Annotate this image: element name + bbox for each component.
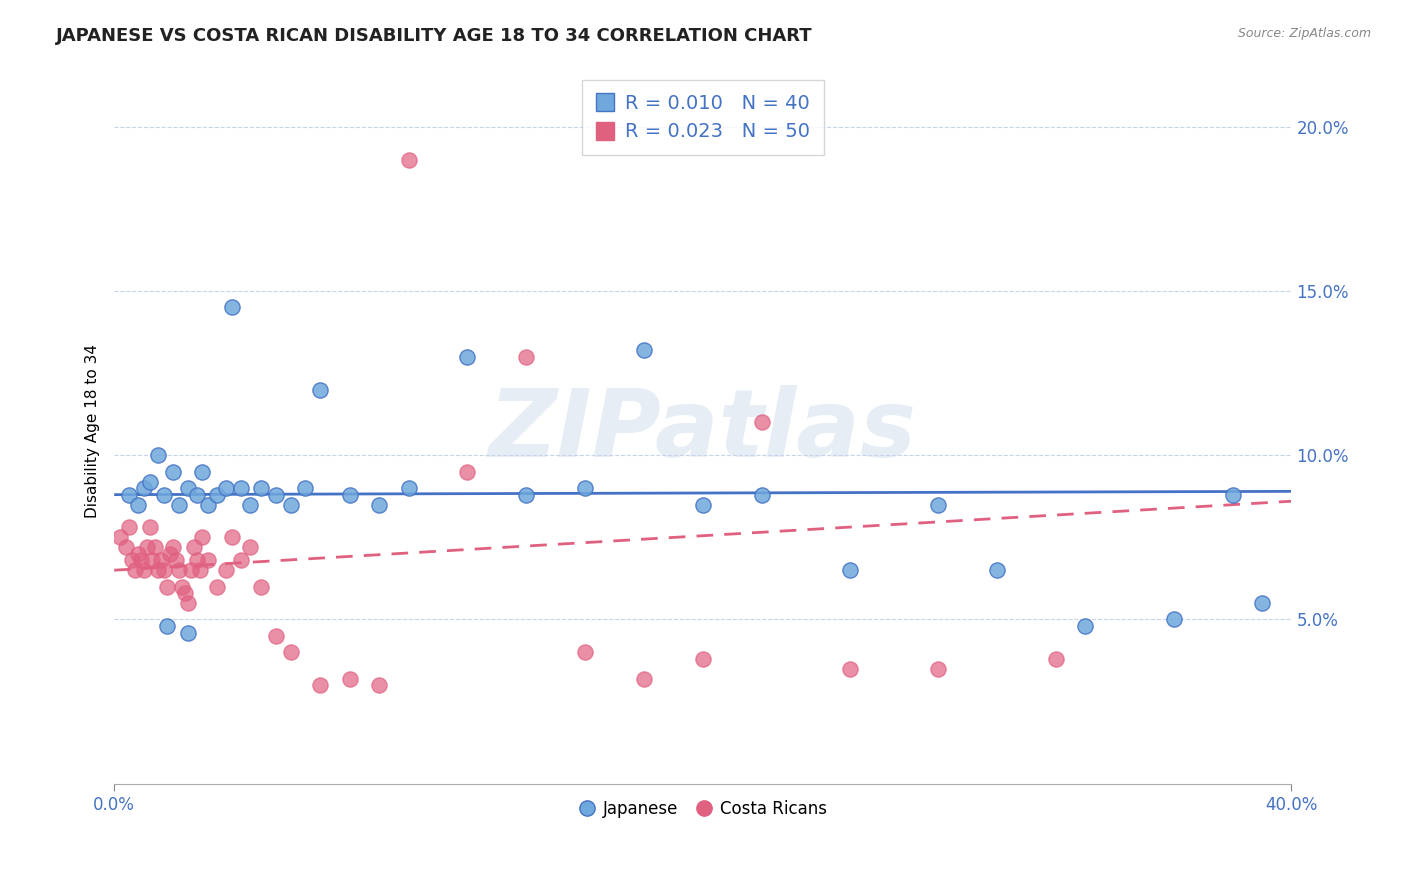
- Point: [115, 540, 138, 554]
- Point: [1251, 596, 1274, 610]
- Point: [986, 563, 1008, 577]
- Point: [148, 563, 170, 577]
- Point: [183, 540, 205, 554]
- Point: [294, 481, 316, 495]
- Point: [927, 498, 949, 512]
- Point: [132, 563, 155, 577]
- Point: [173, 586, 195, 600]
- Point: [121, 553, 143, 567]
- Point: [839, 662, 862, 676]
- Point: [127, 498, 149, 512]
- Point: [188, 563, 211, 577]
- Point: [205, 580, 228, 594]
- Point: [368, 498, 391, 512]
- Point: [751, 488, 773, 502]
- Point: [1163, 612, 1185, 626]
- Point: [215, 481, 238, 495]
- Point: [167, 498, 190, 512]
- Point: [138, 475, 160, 489]
- Point: [129, 553, 152, 567]
- Point: [141, 553, 163, 567]
- Point: [927, 662, 949, 676]
- Point: [280, 645, 302, 659]
- Point: [148, 448, 170, 462]
- Point: [191, 465, 214, 479]
- Point: [574, 481, 596, 495]
- Point: [229, 553, 252, 567]
- Point: [132, 481, 155, 495]
- Point: [264, 629, 287, 643]
- Point: [633, 343, 655, 357]
- Point: [127, 547, 149, 561]
- Point: [515, 488, 537, 502]
- Point: [398, 481, 420, 495]
- Point: [205, 488, 228, 502]
- Point: [156, 619, 179, 633]
- Point: [339, 488, 361, 502]
- Text: JAPANESE VS COSTA RICAN DISABILITY AGE 18 TO 34 CORRELATION CHART: JAPANESE VS COSTA RICAN DISABILITY AGE 1…: [56, 27, 813, 45]
- Point: [1074, 619, 1097, 633]
- Point: [221, 530, 243, 544]
- Point: [108, 530, 131, 544]
- Point: [167, 563, 190, 577]
- Point: [221, 301, 243, 315]
- Text: ZIPatlas: ZIPatlas: [489, 384, 917, 476]
- Point: [239, 498, 262, 512]
- Point: [692, 498, 714, 512]
- Point: [309, 383, 332, 397]
- Point: [135, 540, 157, 554]
- Point: [839, 563, 862, 577]
- Point: [264, 488, 287, 502]
- Point: [250, 580, 273, 594]
- Point: [515, 350, 537, 364]
- Point: [153, 563, 176, 577]
- Point: [124, 563, 146, 577]
- Y-axis label: Disability Age 18 to 34: Disability Age 18 to 34: [86, 343, 100, 517]
- Point: [309, 678, 332, 692]
- Point: [280, 498, 302, 512]
- Point: [165, 553, 187, 567]
- Point: [1222, 488, 1244, 502]
- Point: [177, 596, 200, 610]
- Point: [162, 540, 184, 554]
- Point: [398, 153, 420, 167]
- Point: [180, 563, 202, 577]
- Point: [118, 488, 141, 502]
- Point: [177, 481, 200, 495]
- Point: [574, 645, 596, 659]
- Point: [197, 498, 219, 512]
- Point: [191, 530, 214, 544]
- Point: [156, 580, 179, 594]
- Point: [368, 678, 391, 692]
- Point: [177, 625, 200, 640]
- Point: [633, 672, 655, 686]
- Point: [118, 520, 141, 534]
- Point: [339, 672, 361, 686]
- Point: [186, 488, 208, 502]
- Point: [456, 350, 478, 364]
- Point: [229, 481, 252, 495]
- Point: [159, 547, 181, 561]
- Point: [692, 652, 714, 666]
- Point: [153, 488, 176, 502]
- Point: [138, 520, 160, 534]
- Point: [250, 481, 273, 495]
- Point: [145, 540, 167, 554]
- Point: [197, 553, 219, 567]
- Point: [239, 540, 262, 554]
- Point: [456, 465, 478, 479]
- Point: [150, 553, 173, 567]
- Point: [162, 465, 184, 479]
- Point: [186, 553, 208, 567]
- Point: [170, 580, 193, 594]
- Legend: Japanese, Costa Ricans: Japanese, Costa Ricans: [572, 794, 834, 825]
- Point: [215, 563, 238, 577]
- Point: [1045, 652, 1067, 666]
- Point: [751, 416, 773, 430]
- Text: Source: ZipAtlas.com: Source: ZipAtlas.com: [1237, 27, 1371, 40]
